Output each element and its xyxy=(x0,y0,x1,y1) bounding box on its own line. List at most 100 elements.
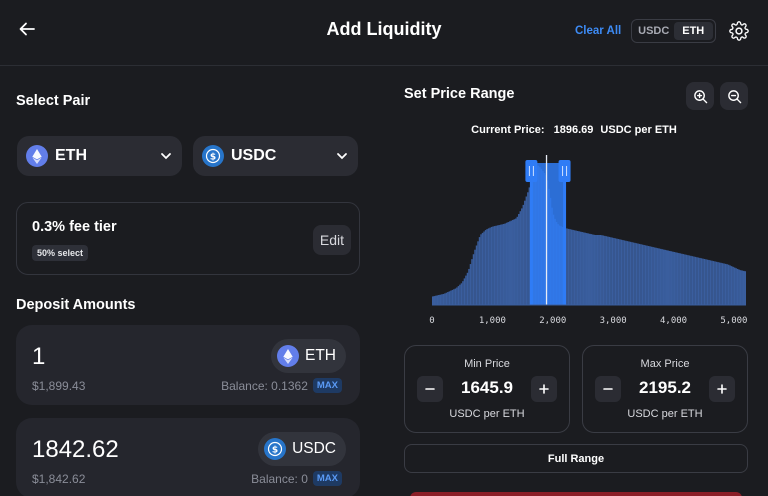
edit-fee-button[interactable]: Edit xyxy=(312,225,351,255)
token-b-label: USDC xyxy=(231,147,277,164)
zoom-out-icon xyxy=(727,89,741,103)
deposit-card-eth: 1 $1,899.43 ETH Balance: 0.1362 MAX xyxy=(16,325,360,405)
liquidity-bar xyxy=(576,230,579,305)
liquidity-bar xyxy=(644,245,647,305)
liquidity-bar xyxy=(498,225,500,305)
liquidity-bar xyxy=(436,295,439,305)
full-range-button[interactable]: Full Range xyxy=(404,444,748,473)
zoom-in-icon xyxy=(693,89,707,103)
liquidity-bar xyxy=(711,260,713,305)
liquidity-bar xyxy=(718,262,721,305)
liquidity-bar xyxy=(442,293,445,305)
max-price-input[interactable]: 2195.2 xyxy=(639,378,691,397)
liquidity-bar xyxy=(590,234,593,305)
chevron-down-icon xyxy=(337,153,347,160)
current-price: Current Price: 1896.69 USDC per ETH xyxy=(404,124,744,136)
liquidity-bar xyxy=(693,256,695,305)
min-price-decrement-button[interactable] xyxy=(417,376,443,402)
unit-option-usdc[interactable]: USDC xyxy=(638,25,670,37)
liquidity-bar xyxy=(502,223,505,305)
minus-icon xyxy=(425,388,435,390)
liquidity-bar xyxy=(653,247,656,305)
min-price-box: Min Price 1645.9 USDC per ETH xyxy=(404,345,570,433)
liquidity-bar xyxy=(518,214,520,305)
liquidity-bar xyxy=(659,248,662,305)
liquidity-bar xyxy=(661,249,663,305)
liquidity-bar xyxy=(629,241,632,305)
liquidity-bar xyxy=(617,239,620,305)
liquidity-bar xyxy=(585,233,588,305)
plus-icon xyxy=(539,384,549,394)
liquidity-bar xyxy=(739,270,742,305)
liquidity-bar xyxy=(691,256,694,305)
deposit-amount-input[interactable]: 1 xyxy=(32,343,46,370)
liquidity-bar xyxy=(475,245,478,305)
liquidity-bar xyxy=(726,264,728,305)
liquidity-bar xyxy=(742,270,745,305)
header-divider xyxy=(0,65,768,66)
zoom-in-button[interactable] xyxy=(686,82,714,110)
liquidity-bar xyxy=(445,292,448,305)
deposit-amount-input[interactable]: 1842.62 xyxy=(32,436,119,463)
liquidity-bar xyxy=(513,219,516,305)
liquidity-bar xyxy=(736,268,739,305)
eth-icon xyxy=(26,145,48,167)
max-button[interactable]: MAX xyxy=(312,378,342,393)
liquidity-bar xyxy=(626,241,629,305)
liquidity-bar xyxy=(687,255,689,305)
liquidity-bar xyxy=(690,255,692,305)
set-price-range-title: Set Price Range xyxy=(404,86,515,102)
liquidity-bar xyxy=(675,252,677,305)
liquidity-bar xyxy=(587,233,589,305)
liquidity-bar xyxy=(447,292,449,305)
liquidity-bar xyxy=(573,230,576,305)
max-button[interactable]: MAX xyxy=(312,471,342,486)
min-price-input[interactable]: 1645.9 xyxy=(461,378,513,397)
balance-text: Balance: 0 xyxy=(251,471,308,486)
max-price-decrement-button[interactable] xyxy=(595,376,621,402)
token-b-select[interactable]: $ USDC xyxy=(193,136,358,176)
liquidity-bar xyxy=(602,235,605,305)
liquidity-bar xyxy=(489,227,491,305)
x-tick-label: 2,000 xyxy=(539,316,566,326)
liquidity-bar xyxy=(635,243,638,305)
max-price-handle[interactable] xyxy=(558,160,571,305)
current-price-value: 1896.69 xyxy=(553,124,594,136)
liquidity-bar xyxy=(483,231,485,305)
liquidity-chart[interactable]: 0 1,000 2,000 3,000 4,000 5,000 xyxy=(424,155,754,330)
liquidity-bar xyxy=(484,230,487,305)
liquidity-bar xyxy=(715,261,718,305)
min-price-handle[interactable] xyxy=(525,160,538,305)
zoom-out-button[interactable] xyxy=(720,82,748,110)
liquidity-bar xyxy=(732,266,734,305)
token-a-select[interactable]: ETH xyxy=(17,136,182,176)
liquidity-bar xyxy=(486,229,488,305)
liquidity-bar xyxy=(468,268,470,305)
back-button[interactable] xyxy=(14,16,40,42)
liquidity-bar xyxy=(589,233,591,305)
liquidity-bar xyxy=(706,259,709,305)
liquidity-bar xyxy=(515,218,517,305)
max-price-increment-button[interactable] xyxy=(709,376,735,402)
liquidity-bar xyxy=(516,216,519,305)
liquidity-bar xyxy=(463,278,466,305)
liquidity-bar xyxy=(598,235,600,305)
liquidity-bar xyxy=(727,264,730,305)
liquidity-bar xyxy=(579,231,582,305)
deposit-token-label: USDC xyxy=(292,440,336,457)
liquidity-bar xyxy=(528,187,531,305)
liquidity-bar xyxy=(504,223,506,305)
liquidity-bar xyxy=(527,192,529,305)
settings-button[interactable] xyxy=(727,19,751,43)
liquidity-bar xyxy=(512,219,514,305)
x-tick-label: 4,000 xyxy=(660,316,687,326)
unit-option-eth[interactable]: ETH xyxy=(673,22,713,40)
liquidity-bar xyxy=(622,240,624,305)
liquidity-bar xyxy=(572,229,574,305)
min-price-increment-button[interactable] xyxy=(531,376,557,402)
clear-all-button[interactable]: Clear All xyxy=(575,25,622,37)
liquidity-bar xyxy=(481,232,484,305)
liquidity-bar xyxy=(471,259,473,305)
chevron-down-icon xyxy=(161,153,171,160)
submit-button[interactable] xyxy=(410,492,742,496)
